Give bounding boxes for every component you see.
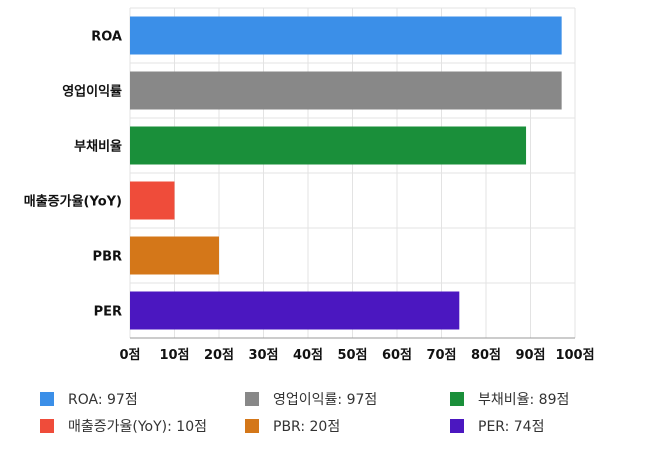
legend-swatch (40, 392, 54, 406)
x-tick-label: 70점 (426, 348, 456, 363)
bar[interactable] (130, 236, 219, 275)
legend-label: ROA: 97점 (68, 392, 138, 408)
x-tick-label: 50점 (337, 348, 367, 363)
legend-swatch (40, 419, 54, 433)
x-tick-label: 100점 (555, 348, 594, 363)
legend-label: 영업이익률: 97점 (273, 392, 378, 408)
category-label: 부채비율 (74, 139, 122, 155)
legend-swatch (450, 392, 464, 406)
legend-swatch (245, 392, 259, 406)
legend-item-roa[interactable]: ROA: 97점 (40, 388, 138, 410)
legend-item-per[interactable]: PER: 74점 (450, 415, 544, 437)
legend-label: PER: 74점 (478, 419, 545, 435)
x-tick-label: 40점 (293, 348, 323, 363)
x-tick-label: 60점 (382, 348, 412, 363)
category-label: 영업이익률 (62, 84, 122, 100)
legend-label: 매출증가율(YoY): 10점 (68, 419, 207, 435)
x-tick-label-layer: 0점 10점 20점 30점 40점 50점 60점 70점 80점 90점 100점 (119, 348, 594, 363)
legend-item-operating-margin[interactable]: 영업이익률: 97점 (245, 388, 377, 410)
grid-layer (129, 7, 576, 339)
category-label: ROA (91, 30, 122, 45)
legend-label: 부채비율: 89점 (478, 392, 570, 408)
legend-item-debt-ratio[interactable]: 부채비율: 89점 (450, 388, 569, 410)
x-tick-label: 10점 (159, 348, 189, 363)
legend-swatch (245, 419, 259, 433)
bar[interactable] (130, 71, 562, 110)
bar[interactable] (130, 16, 562, 55)
x-tick-label: 20점 (204, 348, 234, 363)
category-label: PBR (93, 250, 122, 265)
bar[interactable] (130, 181, 175, 220)
legend-swatch (450, 419, 464, 433)
x-tick-label: 90점 (515, 348, 545, 363)
x-tick-label: 0점 (119, 348, 140, 363)
bar[interactable] (130, 126, 527, 165)
legend: ROA: 97점 영업이익률: 97점 부채비율: 89점 매출증가율(YoY)… (40, 388, 640, 444)
legend-label: PBR: 20점 (273, 419, 341, 435)
bar[interactable] (130, 291, 460, 330)
legend-item-sales-growth[interactable]: 매출증가율(YoY): 10점 (40, 415, 207, 437)
x-tick-label: 80점 (471, 348, 501, 363)
category-label: 매출증가율(YoY) (24, 194, 122, 210)
bar-layer (130, 16, 562, 330)
category-label: PER (94, 305, 122, 320)
legend-item-pbr[interactable]: PBR: 20점 (245, 415, 340, 437)
x-tick-label: 30점 (248, 348, 278, 363)
